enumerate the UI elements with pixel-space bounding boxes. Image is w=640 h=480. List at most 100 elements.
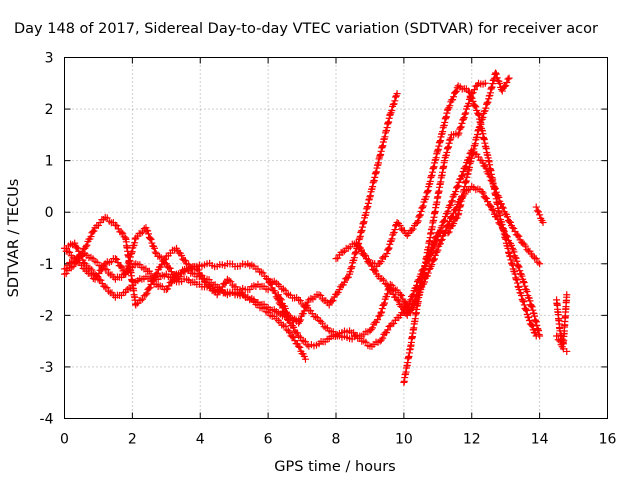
data-point	[363, 255, 371, 263]
data-point	[290, 333, 298, 341]
data-point	[149, 277, 157, 285]
data-point	[527, 321, 535, 329]
data-point	[531, 254, 539, 262]
data-point	[296, 317, 304, 325]
data-point	[392, 93, 400, 101]
data-point	[384, 245, 392, 253]
data-point	[320, 323, 328, 331]
y-axis-label: SDTVAR / TECUs	[6, 179, 22, 298]
data-point	[455, 129, 463, 137]
data-point	[88, 271, 96, 279]
data-point	[492, 69, 500, 77]
data-point	[72, 257, 80, 265]
data-point	[436, 240, 444, 248]
data-point	[62, 270, 70, 278]
data-point	[277, 296, 285, 304]
data-point	[370, 266, 378, 274]
data-point	[433, 248, 441, 256]
y-tick-label: -4	[40, 412, 54, 428]
data-point	[533, 207, 541, 215]
data-point	[520, 301, 528, 309]
data-point	[166, 264, 174, 272]
data-point	[281, 286, 289, 294]
data-point	[510, 224, 518, 232]
data-point	[478, 188, 486, 196]
series-track-7	[332, 82, 540, 340]
data-point	[344, 273, 352, 281]
data-point	[178, 251, 186, 259]
data-point	[391, 226, 399, 234]
data-point	[563, 291, 571, 299]
data-point	[329, 296, 337, 304]
data-point	[419, 203, 427, 211]
data-point	[482, 164, 490, 172]
data-point	[475, 123, 483, 131]
data-point	[77, 251, 85, 259]
data-point	[427, 247, 435, 255]
y-tick-label: 0	[45, 205, 54, 221]
data-point	[408, 226, 416, 234]
data-point	[74, 244, 82, 252]
data-point	[563, 347, 571, 355]
data-point	[518, 272, 526, 280]
data-point	[517, 292, 525, 300]
data-point	[414, 217, 422, 225]
data-point	[504, 75, 512, 83]
data-point	[465, 99, 473, 107]
data-point	[296, 297, 304, 305]
data-point	[413, 219, 421, 227]
data-point	[295, 296, 303, 304]
data-point	[371, 267, 379, 275]
data-point	[462, 109, 470, 117]
data-point	[167, 278, 175, 286]
data-point	[181, 257, 189, 265]
data-point	[513, 257, 521, 265]
series-track-11	[553, 291, 571, 348]
data-point	[227, 278, 235, 286]
data-point	[388, 106, 396, 114]
data-point	[283, 310, 291, 318]
data-point	[396, 222, 404, 230]
data-point	[377, 258, 385, 266]
data-point	[380, 299, 388, 307]
data-point	[97, 266, 105, 274]
data-point	[264, 286, 272, 294]
data-point	[297, 316, 305, 324]
data-point	[64, 247, 72, 255]
data-point	[444, 229, 452, 237]
data-point	[434, 246, 442, 254]
data-point	[460, 114, 468, 122]
data-point	[519, 297, 527, 305]
y-tick-label: 3	[45, 51, 54, 67]
data-point	[515, 263, 523, 271]
data-point	[225, 276, 233, 284]
data-points	[61, 69, 571, 386]
data-point	[151, 248, 159, 256]
data-point	[450, 93, 458, 101]
x-tick-label: 8	[332, 432, 341, 448]
data-point	[144, 227, 152, 235]
data-point	[381, 252, 389, 260]
data-point	[386, 110, 394, 118]
data-point	[164, 285, 172, 293]
data-point	[221, 279, 229, 287]
data-point	[406, 306, 414, 314]
series-track-10	[532, 203, 547, 227]
data-point	[446, 102, 454, 110]
data-point	[468, 90, 476, 98]
data-point	[152, 270, 160, 278]
data-point	[312, 313, 320, 321]
data-point	[339, 248, 347, 256]
data-point	[477, 119, 485, 127]
data-point	[83, 241, 91, 249]
data-point	[454, 182, 462, 190]
data-point	[328, 297, 336, 305]
data-point	[218, 283, 226, 291]
data-point	[520, 298, 528, 306]
data-point	[394, 297, 402, 305]
data-point	[511, 228, 519, 236]
data-point	[407, 296, 415, 304]
data-point	[293, 329, 301, 337]
data-point	[139, 228, 147, 236]
data-point	[303, 301, 311, 309]
